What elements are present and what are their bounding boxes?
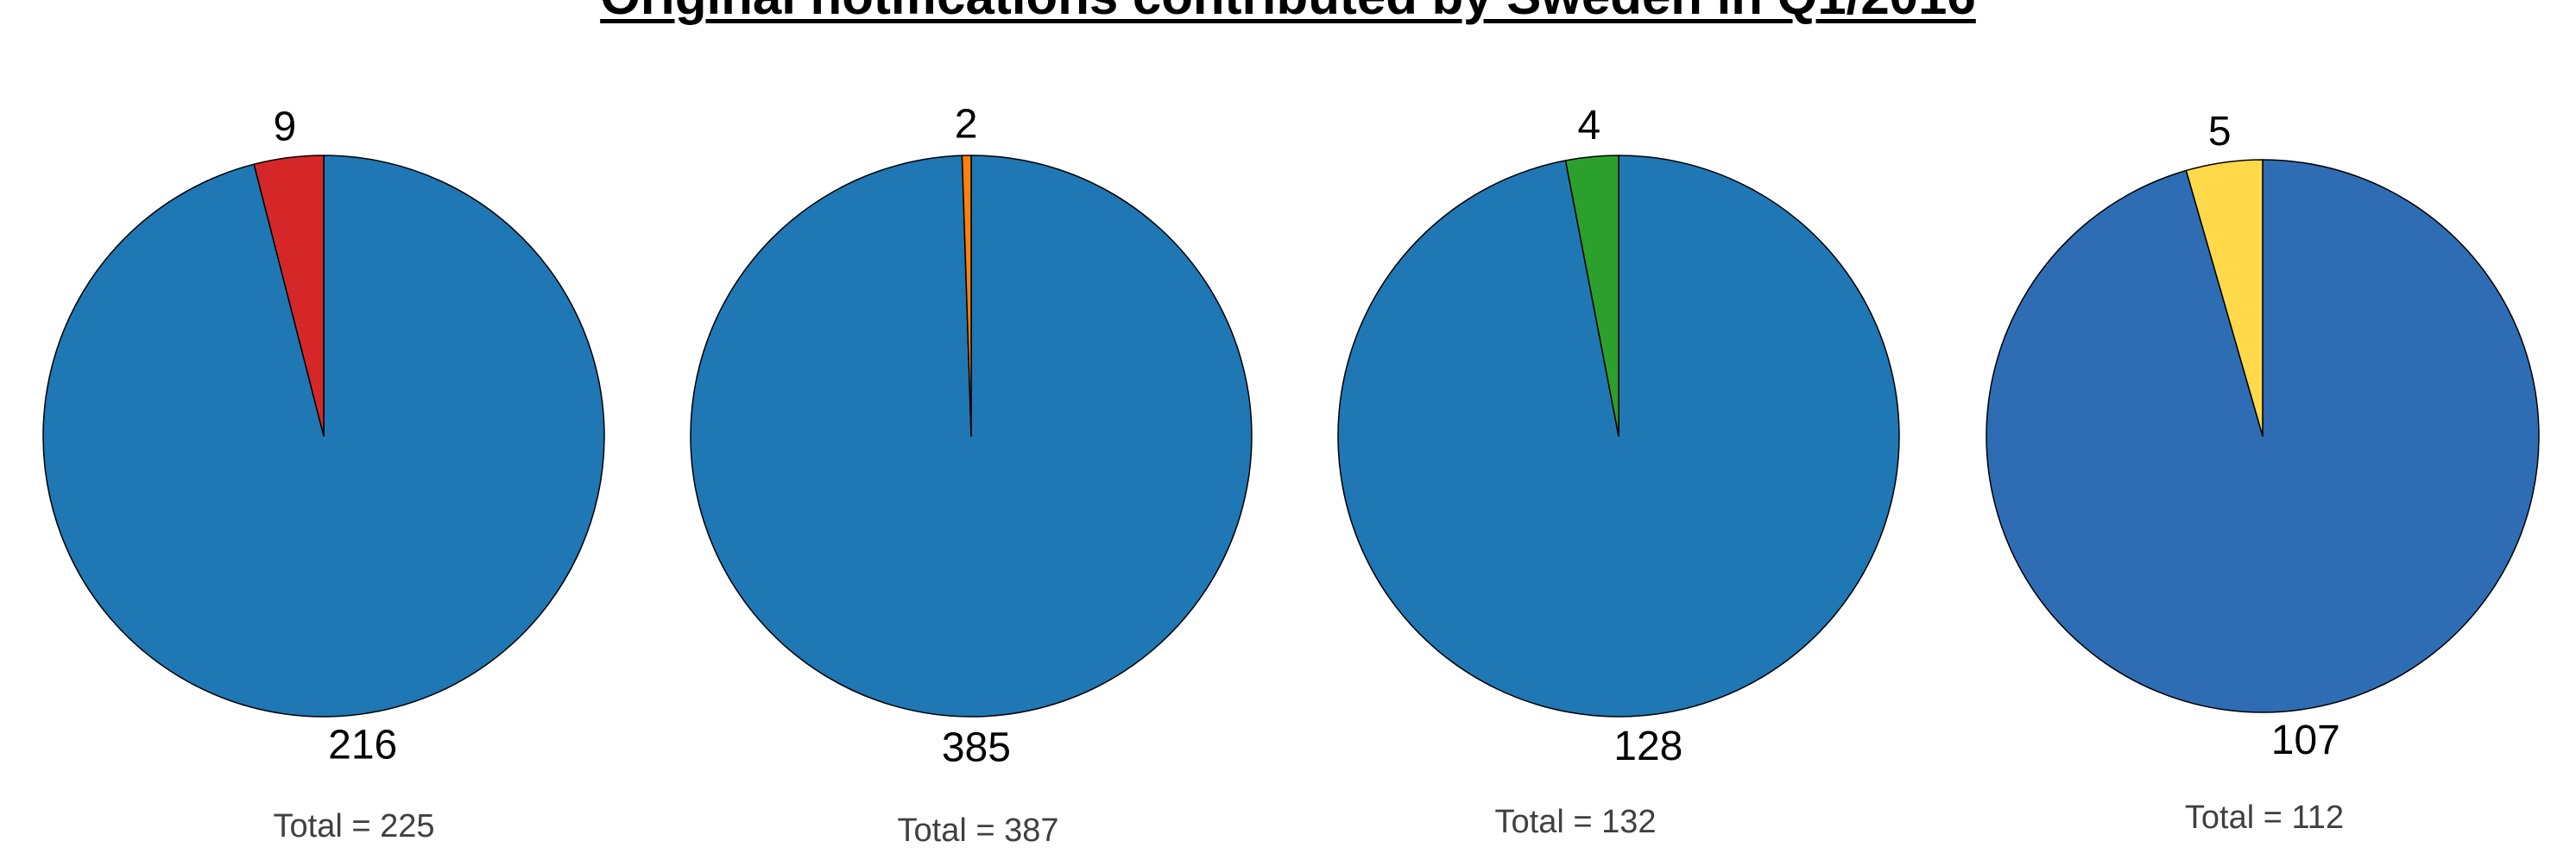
pie-4-slice-2-label: 5 [2208, 109, 2232, 155]
pie-3-slice-1-label: 128 [1613, 724, 1683, 769]
pie-4-slice-2 [2185, 159, 2263, 437]
pie-1-total-label: Total = 225 [274, 808, 435, 844]
pie-2-slice-2 [961, 155, 972, 437]
pie-3-slice-2-label: 4 [1577, 103, 1601, 149]
pie-chart-2: 385 2 Total = 387 [690, 102, 1253, 849]
pie-chart-4: 107 5 Total = 112 [1986, 109, 2540, 836]
pie-chart-1: 216 9 Total = 225 [42, 104, 605, 844]
pie-3-slice-2 [1564, 155, 1619, 437]
pie-2-slice-2-label: 2 [955, 102, 978, 148]
pie-4-total-label: Total = 112 [2185, 800, 2344, 836]
chart-title: Original notifications contributed by Sw… [0, 0, 2576, 28]
pie-1-slice-2 [253, 155, 325, 437]
pie-2-total-label: Total = 387 [898, 813, 1059, 849]
pie-3-total-label: Total = 132 [1495, 804, 1657, 840]
pie-4-slice-1-label: 107 [2271, 718, 2340, 763]
pie-2-slice-1-label: 385 [942, 725, 1011, 771]
pie-1-slice-1-label: 216 [328, 723, 397, 768]
pie-1-slice-2-label: 9 [273, 104, 296, 149]
pie-chart-3: 128 4 Total = 132 [1337, 103, 1900, 840]
